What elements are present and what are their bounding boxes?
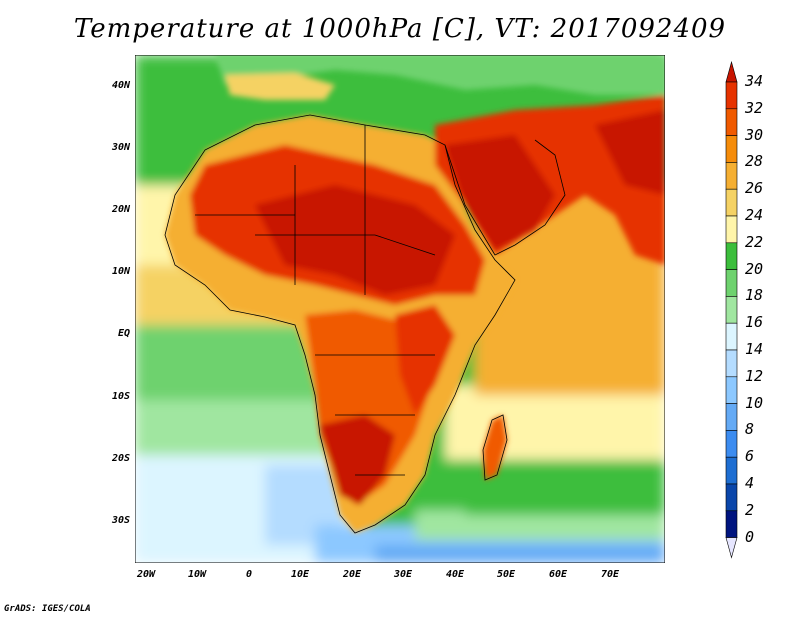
lon-label: 40E [445,569,465,580]
credit-text: GrADS: IGES/COLA [4,604,91,614]
lon-label: 30E [393,569,413,580]
colorbar [725,60,738,559]
colorbar-swatch [725,296,738,324]
colorbar-label: 26 [745,179,764,198]
lat-label: EQ [117,328,130,339]
colorbar-swatch [725,510,738,538]
colorbar-label: 30 [745,125,764,144]
colorbar-swatch [725,81,738,110]
colorbar-label: 10 [745,393,764,412]
colorbar-label: 22 [745,232,764,251]
colorbar-label: 8 [745,420,755,439]
colorbar-label: 34 [745,72,764,90]
colorbar-label: 14 [745,340,764,358]
colorbar-swatch [725,215,738,244]
colorbar-label: 16 [745,313,764,332]
lat-label: 30N [111,142,130,153]
colorbar-label: 4 [745,474,755,492]
colorbar-swatch [725,108,738,136]
lat-label: 20N [111,204,130,215]
colorbar-swatch [725,322,738,351]
country-borders [164,114,566,534]
colorbar-swatch [725,403,738,431]
colorbar-swatch [725,349,738,378]
lon-label: 60E [548,569,568,580]
lon-label: 20W [136,569,156,580]
lat-label: 40N [111,80,130,91]
colorbar-label: 32 [745,98,764,117]
lat-label: 20S [111,453,130,464]
lon-label: 0 [245,569,253,580]
colorbar-label: 20 [745,259,764,278]
lon-label: 10W [187,569,207,580]
colorbar-swatch [725,188,738,217]
colorbar-swatch [725,162,738,190]
colorbar-swatch [725,483,738,512]
lon-label: 20E [342,569,362,580]
colorbar-label: 28 [745,152,764,171]
lat-label: 10S [111,391,130,402]
colorbar-swatch [725,269,738,297]
lat-label: 10N [111,266,130,277]
temperature-map [135,55,665,563]
colorbar-under-arrow [725,537,738,559]
colorbar-label: 0 [745,527,755,546]
colorbar-label: 12 [745,366,764,385]
chart-title: Temperature at 1000hPa [C], VT: 20170924… [73,14,727,44]
lon-label: 50E [496,569,516,580]
colorbar-swatch [725,376,738,404]
colorbar-swatch [725,456,738,485]
colorbar-swatch [725,135,738,163]
lon-label: 70E [600,569,620,580]
colorbar-label: 6 [745,447,755,466]
colorbar-label: 24 [745,206,764,224]
colorbar-swatch [725,242,738,270]
colorbar-label: 18 [745,286,764,305]
colorbar-over-arrow [725,60,738,83]
lat-label: 30S [111,515,130,526]
colorbar-label: 2 [745,500,755,519]
colorbar-swatch [725,430,738,458]
lon-label: 10E [290,569,310,580]
